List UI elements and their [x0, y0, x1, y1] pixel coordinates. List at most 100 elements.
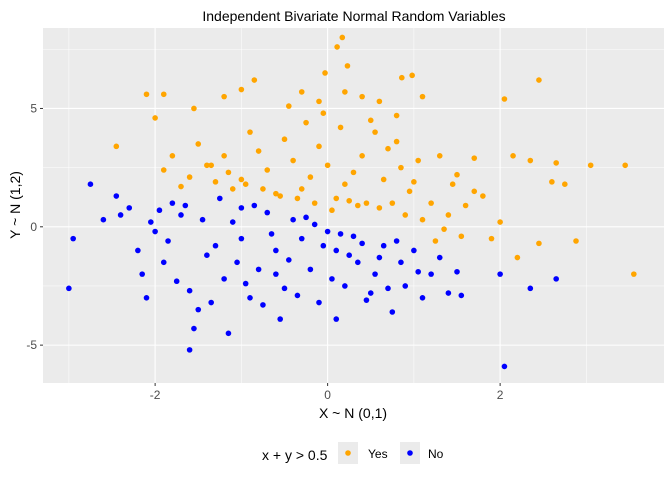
point-yes-3 [344, 63, 351, 69]
point-yes-18 [316, 98, 322, 105]
point-yes-82 [355, 202, 361, 209]
point-no-32 [307, 266, 314, 273]
point-no-80 [148, 219, 154, 225]
point-yes-21 [393, 112, 400, 119]
point-no-27 [273, 247, 279, 254]
point-no-47 [419, 295, 426, 301]
point-no-40 [363, 297, 370, 303]
point-yes-27 [573, 238, 579, 244]
point-yes-84 [462, 202, 469, 209]
point-no-29 [281, 285, 288, 292]
point-no-16 [195, 306, 202, 313]
point-yes-89 [311, 200, 318, 206]
point-yes-66 [221, 153, 227, 159]
point-no-58 [182, 202, 189, 209]
point-yes-43 [458, 233, 465, 240]
point-no-72 [294, 292, 301, 299]
point-no-31 [298, 235, 305, 242]
point-no-79 [415, 268, 421, 275]
point-yes-75 [337, 124, 344, 131]
point-yes-72 [169, 153, 176, 159]
point-yes-8 [251, 77, 258, 83]
point-no-48 [428, 271, 434, 277]
point-yes-87 [449, 181, 456, 187]
point-no-41 [372, 271, 378, 277]
point-yes-74 [303, 119, 309, 126]
point-yes-56 [307, 174, 314, 180]
point-yes-40 [471, 155, 478, 161]
point-no-70 [242, 280, 249, 287]
grid-major [43, 28, 664, 383]
point-yes-13 [160, 91, 167, 98]
point-yes-24 [587, 162, 594, 169]
point-yes-64 [238, 176, 245, 183]
point-no-54 [501, 363, 508, 370]
point-yes-23 [501, 96, 508, 102]
point-no-62 [251, 202, 258, 209]
point-no-35 [333, 247, 340, 254]
point-no-17 [186, 347, 193, 353]
point-yes-32 [562, 181, 568, 187]
legend: x + y > 0.5 Yes No [262, 442, 444, 464]
point-yes-63 [247, 129, 253, 135]
point-no-64 [286, 257, 292, 263]
point-yes-38 [454, 171, 460, 178]
point-yes-69 [195, 141, 202, 147]
point-no-26 [264, 209, 271, 216]
point-yes-80 [402, 212, 409, 218]
point-no-14 [186, 287, 193, 294]
point-yes-5 [409, 72, 415, 79]
point-no-37 [342, 283, 348, 289]
point-no-61 [234, 259, 240, 266]
point-yes-26 [631, 271, 637, 277]
point-yes-52 [342, 181, 348, 187]
x-axis-title: X ~ N (0,1) [319, 405, 387, 421]
legend-label-no: No [428, 447, 444, 461]
point-no-68 [173, 278, 180, 285]
point-no-69 [208, 299, 214, 306]
point-yes-30 [553, 160, 559, 166]
point-yes-47 [398, 164, 404, 171]
point-yes-34 [514, 254, 521, 261]
point-no-28 [277, 316, 283, 322]
point-yes-17 [298, 89, 305, 95]
point-no-43 [389, 309, 396, 315]
point-yes-1 [334, 44, 340, 50]
point-no-7 [135, 247, 141, 254]
point-yes-81 [411, 179, 417, 185]
point-no-83 [273, 271, 279, 277]
point-no-81 [156, 207, 163, 214]
data-points [66, 34, 637, 370]
point-yes-99 [320, 110, 327, 116]
point-yes-33 [536, 240, 542, 247]
y-tick-label-2: 5 [30, 101, 37, 115]
point-no-36 [333, 316, 340, 322]
point-yes-49 [372, 129, 378, 135]
point-yes-95 [208, 162, 214, 169]
point-yes-91 [277, 193, 283, 199]
point-yes-60 [273, 190, 279, 197]
point-no-46 [411, 247, 417, 254]
point-no-84 [238, 205, 245, 211]
x-tick-label-0: -2 [150, 388, 161, 402]
legend-dot-yes [345, 450, 351, 456]
point-no-11 [160, 259, 167, 266]
point-no-78 [385, 285, 391, 292]
point-no-8 [139, 271, 145, 277]
point-no-52 [458, 292, 465, 299]
point-no-55 [527, 285, 534, 292]
point-yes-93 [242, 181, 249, 187]
point-yes-61 [264, 167, 271, 173]
point-no-75 [359, 240, 365, 247]
point-no-6 [126, 205, 133, 211]
point-yes-67 [212, 179, 219, 185]
chart-title: Independent Bivariate Normal Random Vari… [202, 8, 505, 24]
point-yes-62 [255, 148, 262, 154]
point-no-39 [355, 259, 361, 266]
point-no-85 [367, 290, 374, 296]
point-yes-86 [432, 238, 439, 244]
point-yes-88 [329, 207, 335, 214]
point-no-53 [497, 271, 503, 277]
point-no-38 [350, 233, 357, 240]
